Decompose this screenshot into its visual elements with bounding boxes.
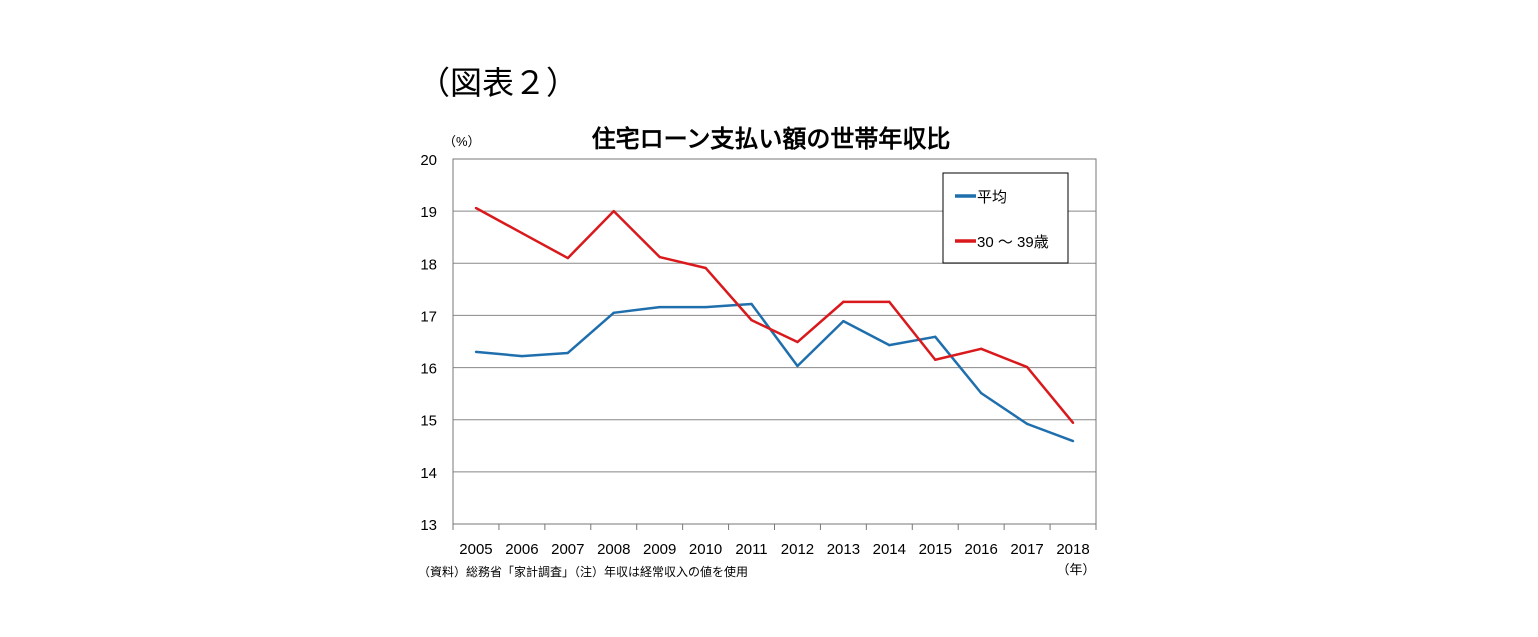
y-tick-label: 17 bbox=[420, 308, 437, 325]
data-point bbox=[888, 300, 891, 304]
y-tick-label: 14 bbox=[420, 465, 437, 482]
data-point bbox=[979, 391, 983, 395]
data-point bbox=[934, 358, 937, 361]
data-point bbox=[520, 231, 524, 235]
x-tick-label: 2017 bbox=[1010, 541, 1043, 558]
data-point bbox=[1071, 421, 1075, 425]
data-point bbox=[796, 364, 799, 368]
legend-box bbox=[942, 172, 1069, 264]
data-point bbox=[1025, 422, 1029, 426]
x-tick-label: 2014 bbox=[873, 541, 906, 558]
x-tick-label: 2018 bbox=[1056, 541, 1089, 558]
data-point bbox=[979, 347, 983, 350]
x-tick-label: 2011 bbox=[735, 541, 767, 558]
data-point bbox=[750, 318, 753, 322]
data-point bbox=[612, 209, 615, 213]
figure-label: （図表２） bbox=[418, 65, 579, 101]
x-tick-label: 2006 bbox=[505, 541, 538, 558]
series-line-1 bbox=[475, 206, 1075, 424]
x-tick-label: 2005 bbox=[459, 541, 492, 558]
x-tick-label: 2008 bbox=[597, 541, 630, 558]
data-point bbox=[474, 206, 478, 210]
data-point bbox=[750, 302, 753, 306]
data-point bbox=[1025, 365, 1029, 369]
data-point bbox=[566, 256, 570, 260]
data-point bbox=[842, 300, 845, 304]
data-point bbox=[474, 350, 478, 354]
y-tick-label: 19 bbox=[420, 204, 437, 221]
series-line-0 bbox=[475, 302, 1074, 443]
y-tick-label: 18 bbox=[420, 256, 437, 273]
y-axis-unit: （%） bbox=[443, 134, 481, 149]
data-point bbox=[934, 335, 937, 339]
x-tick-label: 2013 bbox=[827, 541, 860, 558]
legend-label-1: 30 ～ 39歳 bbox=[977, 234, 1049, 251]
x-tick-label: 2012 bbox=[781, 541, 814, 558]
y-tick-label: 13 bbox=[420, 517, 437, 534]
x-tick-label: 2009 bbox=[643, 541, 676, 558]
data-point bbox=[888, 343, 891, 347]
y-tick-label: 20 bbox=[420, 152, 437, 169]
source-note: （資料）総務省「家計調査」（注）年収は経常収入の値を使用 bbox=[418, 564, 748, 579]
data-point bbox=[704, 305, 707, 309]
x-tick-label: 2016 bbox=[964, 541, 997, 558]
x-tick-label: 2010 bbox=[689, 541, 722, 558]
data-point bbox=[842, 319, 845, 323]
data-point bbox=[658, 305, 661, 309]
legend-label-0: 平均 bbox=[977, 189, 1007, 206]
x-tick-label: 2007 bbox=[551, 541, 584, 558]
chart-title: 住宅ローン支払い額の世帯年収比 bbox=[592, 125, 951, 153]
data-point bbox=[796, 340, 799, 344]
x-axis-unit: （年） bbox=[1056, 562, 1095, 577]
x-tick-label: 2015 bbox=[919, 541, 952, 558]
y-tick-label: 16 bbox=[420, 361, 437, 378]
data-point bbox=[658, 255, 661, 259]
data-point bbox=[566, 351, 570, 355]
data-point bbox=[612, 311, 615, 315]
data-point bbox=[704, 266, 707, 270]
data-point bbox=[520, 354, 524, 358]
data-point bbox=[1071, 439, 1075, 443]
y-tick-label: 15 bbox=[420, 413, 437, 430]
